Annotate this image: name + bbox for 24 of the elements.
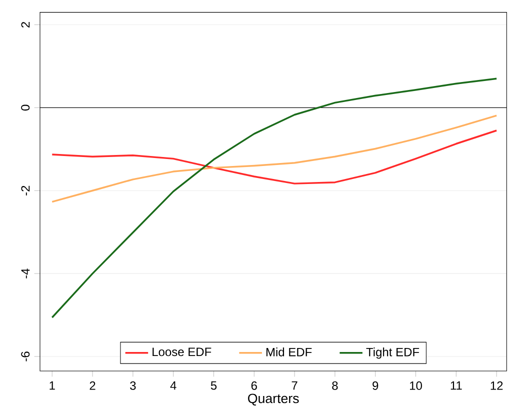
x-tick-label: 2 [90, 381, 96, 390]
y-tick-label: -6 [21, 352, 30, 362]
x-tick-label: 8 [332, 381, 338, 390]
line-series [51, 130, 498, 184]
y-tick-label: -4 [21, 268, 30, 278]
x-tick-label: 9 [372, 381, 378, 390]
x-tick-label: 6 [251, 381, 257, 390]
x-tick-label: 3 [130, 381, 136, 390]
line-series [51, 114, 498, 203]
legend-label: Tight EDF [366, 348, 420, 359]
x-tick-label: 12 [490, 381, 503, 390]
y-tick-label: -2 [21, 186, 30, 196]
x-tick-label: 7 [292, 381, 298, 390]
x-tick-label: 4 [170, 381, 176, 390]
x-tick-label: 1 [50, 381, 55, 390]
x-tick-label: 5 [210, 381, 217, 390]
x-tick-label: 10 [410, 381, 422, 390]
legend-label: Loose EDF [152, 348, 212, 356]
y-tick-label: 2 [21, 22, 30, 28]
x-tick-label: 11 [450, 381, 462, 390]
line-series [51, 78, 498, 318]
x-axis-title: Quarters [248, 394, 299, 406]
legend-label: Mid EDF [266, 348, 312, 356]
y-tick-label: 0 [21, 104, 30, 111]
